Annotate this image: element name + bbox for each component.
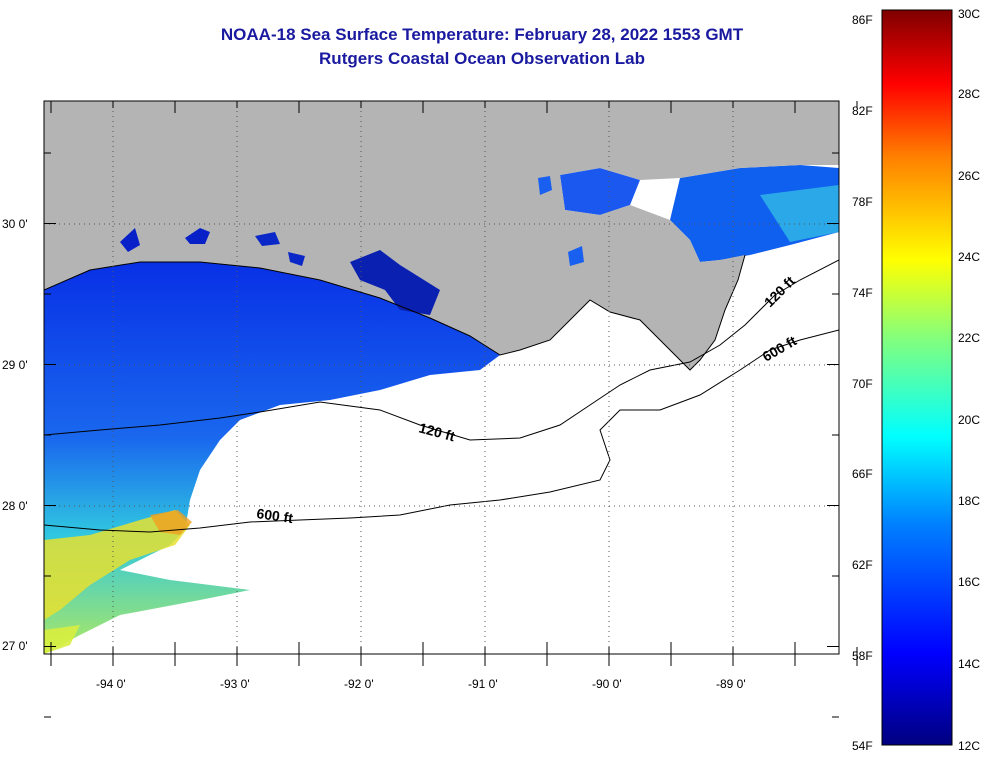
- contour-120ft-west: [44, 259, 839, 441]
- colorbar-c-label: 24C: [958, 250, 980, 264]
- lon-label: -89 0': [716, 677, 746, 691]
- colorbar-c-label: 14C: [958, 657, 980, 671]
- colorbar-f-label: 70F: [852, 377, 873, 391]
- sst-west-region: [44, 262, 500, 654]
- colorbar-c-label: 22C: [958, 331, 980, 345]
- lake: [568, 246, 584, 266]
- lake: [255, 232, 280, 246]
- lake: [538, 176, 552, 195]
- lon-label: -91 0': [468, 677, 498, 691]
- ticks: [44, 101, 858, 718]
- map-subtitle: Rutgers Coastal Ocean Observation Lab: [319, 49, 645, 68]
- sst-warm-patch-2: [150, 510, 192, 535]
- colorbar-f-label: 78F: [852, 195, 873, 209]
- lon-label: -94 0': [96, 677, 126, 691]
- lon-label: -92 0': [344, 677, 374, 691]
- graticule: [44, 101, 839, 654]
- lon-label: -90 0': [592, 677, 622, 691]
- colorbar-c-label: 30C: [958, 7, 980, 21]
- colorbar-f-label: 82F: [852, 104, 873, 118]
- colorbar-c-label: 18C: [958, 494, 980, 508]
- map-title: NOAA-18 Sea Surface Temperature: Februar…: [220, 25, 744, 44]
- colorbar-f-label: 54F: [852, 739, 873, 753]
- colorbar-c-label: 12C: [958, 739, 980, 753]
- lake: [120, 228, 140, 252]
- colorbar-c-label: 26C: [958, 169, 980, 183]
- sst-east-patch: [560, 168, 640, 215]
- colorbar-f-label: 74F: [852, 286, 873, 300]
- lake: [350, 250, 440, 315]
- colorbar-f-label: 62F: [852, 558, 873, 572]
- contour-label-600ft: 600 ft: [256, 505, 295, 526]
- lat-label: 28 0': [2, 499, 28, 513]
- lake: [185, 228, 210, 244]
- lake: [288, 252, 305, 266]
- colorbar-f-label: 66F: [852, 467, 873, 481]
- colorbar-f-label: 86F: [852, 13, 873, 27]
- map-frame: [43, 100, 840, 655]
- colorbar-f-label: 58F: [852, 649, 873, 663]
- land-mass: [44, 101, 839, 370]
- sst-east-region-light: [760, 185, 839, 242]
- sst-warm-patch: [44, 510, 190, 620]
- lat-label: 29 0': [2, 358, 28, 372]
- lon-label: -93 0': [220, 677, 250, 691]
- colorbar: [881, 9, 953, 746]
- lat-label: 30 0': [2, 217, 28, 231]
- colorbar-c-label: 16C: [958, 575, 980, 589]
- colorbar-c-label: 20C: [958, 413, 980, 427]
- contour-600ft: [44, 329, 839, 533]
- colorbar-c-label: 28C: [958, 87, 980, 101]
- lat-label: 27 0': [2, 639, 28, 653]
